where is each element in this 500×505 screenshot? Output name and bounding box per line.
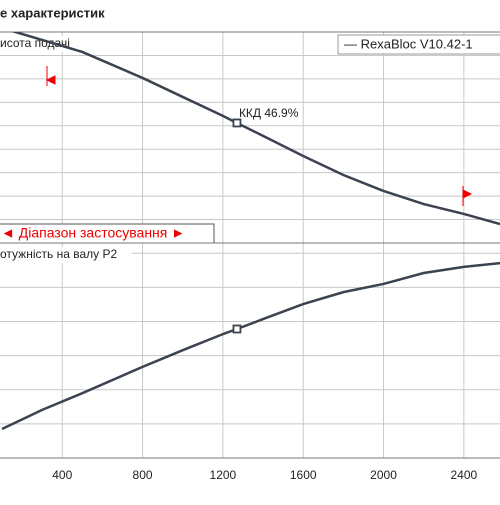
panel-title: исота подачі <box>0 36 70 50</box>
duty-point <box>232 324 242 334</box>
x-tick-label: 1600 <box>290 468 317 482</box>
curve <box>1 261 500 431</box>
panel-title-bg <box>0 247 132 263</box>
efficiency-label: ККД 46.9% <box>239 106 299 120</box>
panel-frame <box>0 242 500 459</box>
x-tick-label: 2400 <box>451 468 478 482</box>
legend-box <box>337 34 500 55</box>
range-marker <box>462 186 473 206</box>
x-tick-label: 400 <box>52 468 72 482</box>
panel-frame <box>0 31 500 244</box>
x-tick-label: 800 <box>133 468 153 482</box>
panel-title-bg <box>0 36 78 52</box>
duty-point <box>232 118 242 128</box>
range-label: ◄ Діапазон застосування ► <box>1 225 185 241</box>
x-tick-label: 2000 <box>370 468 397 482</box>
curve <box>11 32 500 226</box>
panel-title: отужність на валу P2 <box>0 247 117 261</box>
page-title: е характеристик <box>0 5 105 20</box>
range-marker <box>45 66 56 86</box>
legend-entry: — RexaBloc V10.42-1 <box>344 36 473 51</box>
x-tick-label: 1200 <box>210 468 237 482</box>
